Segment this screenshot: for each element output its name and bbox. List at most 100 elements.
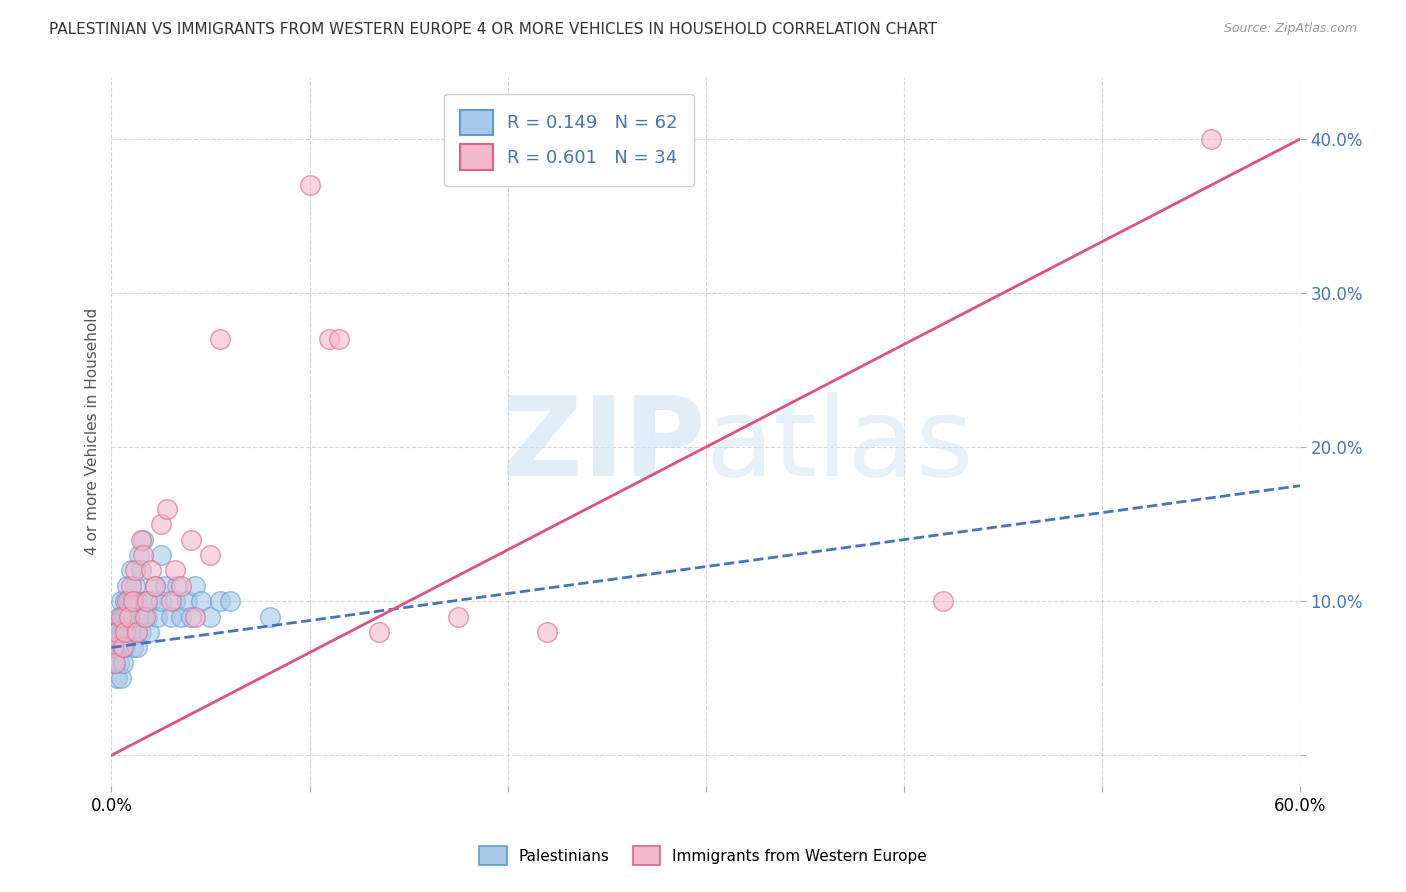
Point (170, 579, 193, 593)
Point (128, 609, 150, 624)
Point (149, 517, 172, 532)
Point (110, 625, 132, 640)
Point (180, 609, 202, 624)
Point (200, 548, 222, 562)
Point (163, 564, 186, 578)
Point (328, 332, 350, 346)
Point (105, 671, 128, 685)
Point (132, 548, 155, 562)
Point (112, 640, 135, 655)
Point (104, 640, 127, 655)
Point (112, 625, 135, 640)
Point (124, 579, 146, 593)
Point (105, 625, 128, 640)
Point (132, 609, 155, 624)
Y-axis label: 4 or more Vehicles in Household: 4 or more Vehicles in Household (86, 308, 100, 556)
Point (143, 579, 166, 593)
Point (124, 564, 146, 578)
Point (149, 548, 172, 562)
Point (114, 594, 136, 608)
Point (139, 564, 162, 578)
Point (200, 609, 222, 624)
Point (114, 640, 136, 655)
Point (103, 656, 125, 670)
Point (110, 594, 132, 608)
Point (104, 656, 127, 670)
Point (110, 609, 132, 624)
Point (104, 656, 127, 670)
Point (104, 625, 127, 640)
Point (136, 594, 159, 608)
Point (183, 609, 205, 624)
Text: atlas: atlas (706, 392, 974, 500)
Point (124, 625, 146, 640)
Point (122, 609, 145, 624)
Point (134, 594, 156, 608)
Point (118, 594, 141, 608)
Point (219, 594, 242, 608)
Point (127, 640, 149, 655)
Point (120, 594, 142, 608)
Point (129, 625, 152, 640)
Point (143, 579, 166, 593)
Point (117, 609, 139, 624)
Point (128, 548, 150, 562)
Point (134, 609, 156, 624)
Point (112, 609, 135, 624)
Point (139, 594, 162, 608)
Legend: Palestinians, Immigrants from Western Europe: Palestinians, Immigrants from Western Eu… (472, 840, 934, 871)
Point (190, 594, 212, 608)
Point (146, 609, 169, 624)
Point (170, 609, 193, 624)
Point (183, 579, 205, 593)
Point (120, 625, 142, 640)
Point (149, 594, 172, 608)
Text: ZIP: ZIP (502, 392, 706, 500)
Point (160, 609, 183, 624)
Point (153, 579, 176, 593)
Point (447, 609, 470, 624)
Point (105, 640, 128, 655)
Point (932, 594, 955, 608)
Point (114, 625, 136, 640)
Point (318, 332, 340, 346)
Point (1199, 132, 1222, 146)
Point (367, 625, 389, 640)
Text: PALESTINIAN VS IMMIGRANTS FROM WESTERN EUROPE 4 OR MORE VEHICLES IN HOUSEHOLD CO: PALESTINIAN VS IMMIGRANTS FROM WESTERN E… (49, 22, 938, 37)
Point (108, 656, 131, 670)
Point (209, 332, 232, 346)
Point (129, 533, 152, 547)
Point (209, 594, 232, 608)
Point (127, 625, 149, 640)
Point (127, 594, 149, 608)
Point (122, 594, 145, 608)
Point (176, 594, 198, 608)
Point (108, 640, 131, 655)
Point (117, 579, 139, 593)
Point (259, 609, 281, 624)
Point (166, 579, 188, 593)
Point (117, 625, 139, 640)
Point (122, 640, 145, 655)
Point (129, 564, 152, 578)
Point (136, 609, 159, 624)
Point (163, 594, 186, 608)
Point (103, 640, 125, 655)
Point (132, 533, 155, 547)
Point (117, 594, 139, 608)
Point (156, 501, 179, 516)
Legend: R = 0.149   N = 62, R = 0.601   N = 34: R = 0.149 N = 62, R = 0.601 N = 34 (444, 94, 695, 186)
Point (114, 609, 136, 624)
Point (298, 178, 321, 193)
Point (138, 625, 160, 640)
Point (105, 625, 128, 640)
Point (118, 625, 141, 640)
Point (112, 656, 135, 670)
Point (110, 671, 132, 685)
Text: Source: ZipAtlas.com: Source: ZipAtlas.com (1223, 22, 1357, 36)
Point (120, 564, 142, 578)
Point (536, 625, 558, 640)
Point (120, 579, 142, 593)
Point (118, 609, 141, 624)
Point (160, 594, 183, 608)
